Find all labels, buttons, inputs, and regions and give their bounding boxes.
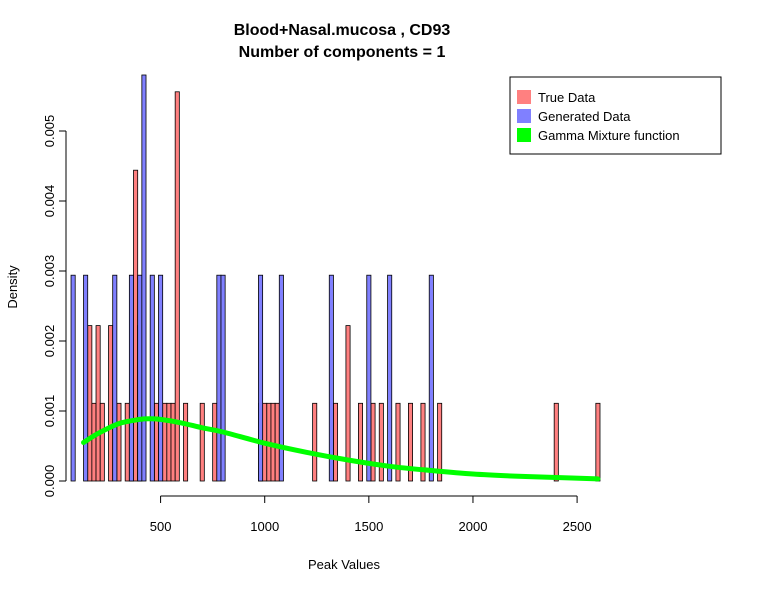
true-data-bar-15 (183, 402, 189, 482)
true-data-bar-28 (378, 402, 384, 482)
legend: True Data Generated Data Gamma Mixture fun… (509, 76, 722, 155)
generated-data-bar-11 (278, 274, 284, 482)
true-data-bar-22 (274, 402, 280, 482)
legend-label-1: Generated Data (538, 109, 631, 124)
generated-data-bar-10 (258, 274, 264, 482)
legend-label-2: Gamma Mixture function (538, 128, 680, 143)
true-data-bar-14 (174, 91, 180, 482)
generated-data-bar-1 (83, 274, 89, 482)
generated-data-bar-4 (137, 274, 143, 482)
x-tick-label-1: 1000 (250, 519, 279, 534)
x-tick-label-4: 2500 (563, 519, 592, 534)
true-data-bar-12 (166, 402, 172, 482)
y-tick-label-1: 0.001 (42, 395, 57, 428)
legend-swatch-0 (517, 90, 531, 104)
generated-data-bar-9 (220, 274, 226, 482)
true-data-bar-25 (345, 325, 351, 482)
generated-data-bar-7 (158, 274, 164, 482)
y-tick-label-0: 0.000 (42, 465, 57, 498)
true-data-bar-13 (170, 402, 176, 482)
true-data-bar-8 (133, 169, 139, 482)
legend-box (509, 76, 722, 155)
y-axis: 0.000 0.001 0.002 0.003 0.004 0.005 (42, 115, 67, 498)
true-data-bar-5 (116, 402, 122, 482)
true-data-bar-21 (270, 402, 276, 482)
y-tick-label-4: 0.004 (42, 185, 57, 218)
true-data-bar-27 (370, 402, 376, 482)
gamma-mixture-line (81, 416, 601, 482)
y-tick-label-5: 0.005 (42, 115, 57, 148)
true-data-bar-24 (333, 402, 339, 482)
generated-data-bars (70, 74, 434, 482)
x-tick-label-0: 500 (150, 519, 172, 534)
true-data-bar-6 (124, 402, 130, 482)
chart-subtitle: Number of components = 1 (239, 44, 446, 61)
x-tick-label-2: 1500 (354, 519, 383, 534)
true-data-bar-10 (153, 402, 159, 482)
true-data-bar-4 (108, 325, 114, 482)
legend-label-0: True Data (538, 90, 596, 105)
x-axis-label: Peak Values (308, 557, 381, 572)
true-data-bar-1 (91, 402, 97, 482)
true-data-bar-29 (395, 402, 401, 482)
y-tick-label-2: 0.002 (42, 325, 57, 358)
generated-data-bar-13 (366, 274, 372, 482)
true-data-bar-34 (595, 402, 601, 482)
true-data-bar-3 (99, 402, 105, 482)
generated-data-bar-0 (70, 274, 76, 482)
legend-swatch-2 (517, 128, 531, 142)
generated-data-bar-14 (387, 274, 393, 482)
generated-data-bar-3 (128, 274, 134, 482)
generated-data-bar-15 (428, 274, 434, 482)
y-tick-label-3: 0.003 (42, 255, 57, 288)
true-data-bar-2 (95, 325, 101, 482)
y-axis-label: Density (5, 265, 20, 309)
true-data-bar-32 (437, 402, 443, 482)
true-data-bar-16 (199, 402, 205, 482)
generated-data-bar-8 (216, 274, 222, 482)
gamma-curve (81, 416, 601, 482)
true-data-bar-30 (408, 402, 413, 482)
true-data-bar-0 (87, 325, 93, 482)
true-data-bar-31 (420, 402, 426, 482)
true-data-bar-17 (212, 402, 218, 482)
true-data-bar-23 (312, 402, 318, 482)
true-data-bar-26 (358, 402, 363, 482)
generated-data-bar-5 (141, 74, 147, 482)
generated-data-bar-6 (149, 274, 155, 482)
x-axis: 500 1000 1500 2000 2500 (150, 495, 592, 534)
generated-data-bar-2 (112, 274, 118, 482)
generated-data-bar-12 (328, 274, 334, 482)
chart-title: Blood+Nasal.mucosa , CD93 (234, 22, 451, 39)
true-data-bar-11 (162, 402, 168, 482)
x-tick-label-3: 2000 (459, 519, 488, 534)
true-data-bar-33 (553, 402, 559, 482)
legend-swatch-1 (517, 109, 531, 123)
